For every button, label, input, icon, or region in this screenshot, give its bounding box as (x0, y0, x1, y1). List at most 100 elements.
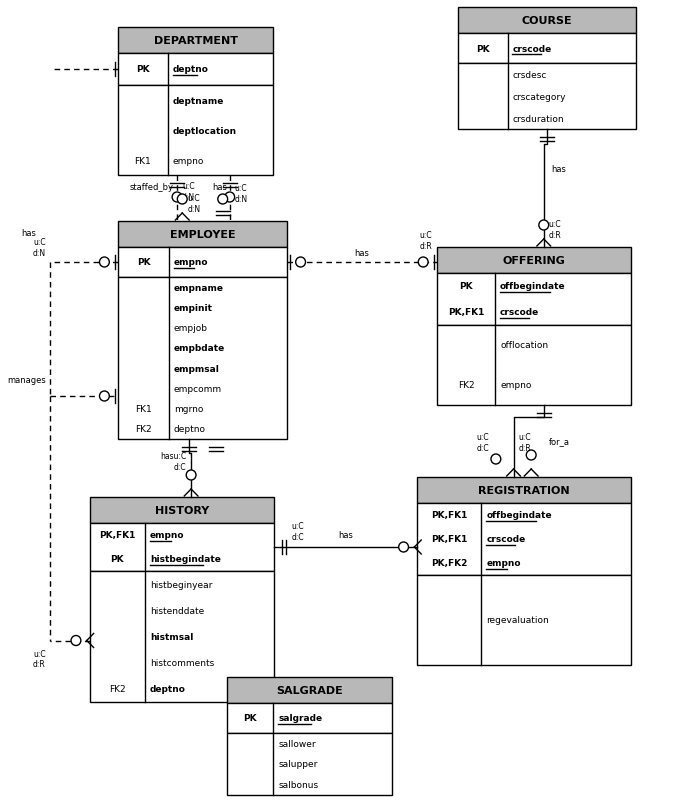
Text: empbdate: empbdate (174, 344, 225, 353)
Circle shape (177, 195, 187, 205)
Text: PK,FK1: PK,FK1 (431, 511, 468, 520)
Text: REGISTRATION: REGISTRATION (478, 485, 570, 496)
Bar (457, 34, 636, 64)
Circle shape (71, 636, 81, 646)
Bar (90, 571, 274, 702)
Text: has: has (552, 164, 566, 173)
Circle shape (296, 257, 306, 268)
Text: empmsal: empmsal (174, 364, 219, 373)
Text: COURSE: COURSE (522, 16, 572, 26)
Text: empno: empno (486, 559, 521, 568)
Text: regevaluation: regevaluation (486, 616, 549, 625)
Text: PK: PK (244, 714, 257, 723)
Text: FK2: FK2 (135, 425, 152, 434)
Text: PK,FK1: PK,FK1 (448, 308, 484, 317)
Circle shape (491, 455, 501, 464)
Circle shape (218, 195, 228, 205)
Text: empjob: empjob (174, 324, 208, 333)
Text: SALGRADE: SALGRADE (276, 685, 343, 695)
Text: OFFERING: OFFERING (502, 256, 566, 265)
Bar (90, 524, 274, 571)
Text: has: has (21, 229, 36, 237)
Text: u:C
d:R: u:C d:R (518, 433, 531, 452)
Text: sallower: sallower (278, 739, 316, 748)
Bar (417, 477, 631, 504)
Bar (118, 28, 273, 54)
Text: crsduration: crsduration (513, 115, 564, 124)
Text: empno: empno (174, 258, 208, 267)
Bar (457, 8, 636, 34)
Text: EMPLOYEE: EMPLOYEE (170, 229, 235, 240)
Circle shape (399, 542, 408, 553)
Text: histcomments: histcomments (150, 658, 214, 667)
Text: PK,FK1: PK,FK1 (99, 531, 135, 540)
Text: u:C
d:N: u:C d:N (187, 194, 200, 213)
Text: PK: PK (475, 44, 489, 54)
Text: u:C
d:R: u:C d:R (420, 231, 432, 250)
Text: crsdesc: crsdesc (513, 71, 546, 79)
Text: for_a: for_a (549, 437, 570, 446)
Circle shape (99, 257, 109, 268)
Text: u:C
d:N: u:C d:N (235, 184, 248, 204)
Text: HISTORY: HISTORY (155, 505, 209, 516)
Text: u:C
d:C: u:C d:C (476, 433, 489, 452)
Text: FK1: FK1 (135, 156, 151, 165)
Text: u:C
d:C: u:C d:C (292, 521, 304, 541)
Circle shape (186, 471, 196, 480)
Bar (437, 273, 631, 326)
Text: salgrade: salgrade (278, 714, 322, 723)
Circle shape (225, 192, 235, 203)
Text: PK,FK1: PK,FK1 (431, 535, 468, 544)
Text: u:C
d:R: u:C d:R (549, 220, 562, 240)
Text: empno: empno (172, 156, 204, 165)
Text: empno: empno (500, 381, 531, 390)
Text: crscode: crscode (486, 535, 526, 544)
Text: deptno: deptno (172, 66, 208, 75)
Bar (118, 86, 273, 176)
Text: FK1: FK1 (135, 405, 152, 414)
Text: has: has (355, 248, 369, 257)
Text: crscategory: crscategory (513, 92, 566, 101)
Text: has: has (212, 182, 227, 191)
Text: DEPARTMENT: DEPARTMENT (154, 36, 237, 46)
Text: hasu:C
d:C: hasu:C d:C (160, 452, 186, 471)
Bar (118, 54, 273, 86)
Text: PK: PK (136, 66, 150, 75)
Bar (118, 248, 287, 277)
Bar (437, 248, 631, 273)
Bar (227, 677, 392, 703)
Text: manages: manages (7, 376, 46, 385)
Text: empno: empno (150, 531, 184, 540)
Circle shape (526, 451, 536, 460)
Text: empinit: empinit (174, 303, 213, 313)
Text: deptno: deptno (174, 425, 206, 434)
Circle shape (418, 257, 428, 268)
Bar (417, 575, 631, 665)
Text: salbonus: salbonus (278, 780, 318, 789)
Text: offbegindate: offbegindate (500, 282, 566, 291)
Text: mgrno: mgrno (174, 405, 203, 414)
Text: FK2: FK2 (109, 685, 126, 694)
Text: salupper: salupper (278, 759, 317, 768)
Text: empcomm: empcomm (174, 384, 221, 394)
Text: FK2: FK2 (457, 381, 474, 390)
Text: histmsal: histmsal (150, 632, 193, 642)
Text: PK: PK (137, 258, 150, 267)
Text: deptlocation: deptlocation (172, 127, 237, 136)
Circle shape (172, 192, 182, 203)
Text: histenddate: histenddate (150, 606, 204, 615)
Bar (227, 733, 392, 795)
Text: staffed_by: staffed_by (130, 182, 174, 191)
Text: PK: PK (460, 282, 473, 291)
Text: empname: empname (174, 283, 224, 292)
Text: histbegindate: histbegindate (150, 555, 221, 564)
Text: crscode: crscode (500, 308, 540, 317)
Text: offbegindate: offbegindate (486, 511, 552, 520)
Bar (118, 277, 287, 439)
Text: u:C
d:N: u:C d:N (182, 182, 195, 201)
Bar (227, 703, 392, 733)
Text: crscode: crscode (513, 44, 552, 54)
Text: u:C
d:R: u:C d:R (33, 649, 46, 668)
Text: offlocation: offlocation (500, 341, 549, 350)
Text: deptname: deptname (172, 96, 224, 105)
